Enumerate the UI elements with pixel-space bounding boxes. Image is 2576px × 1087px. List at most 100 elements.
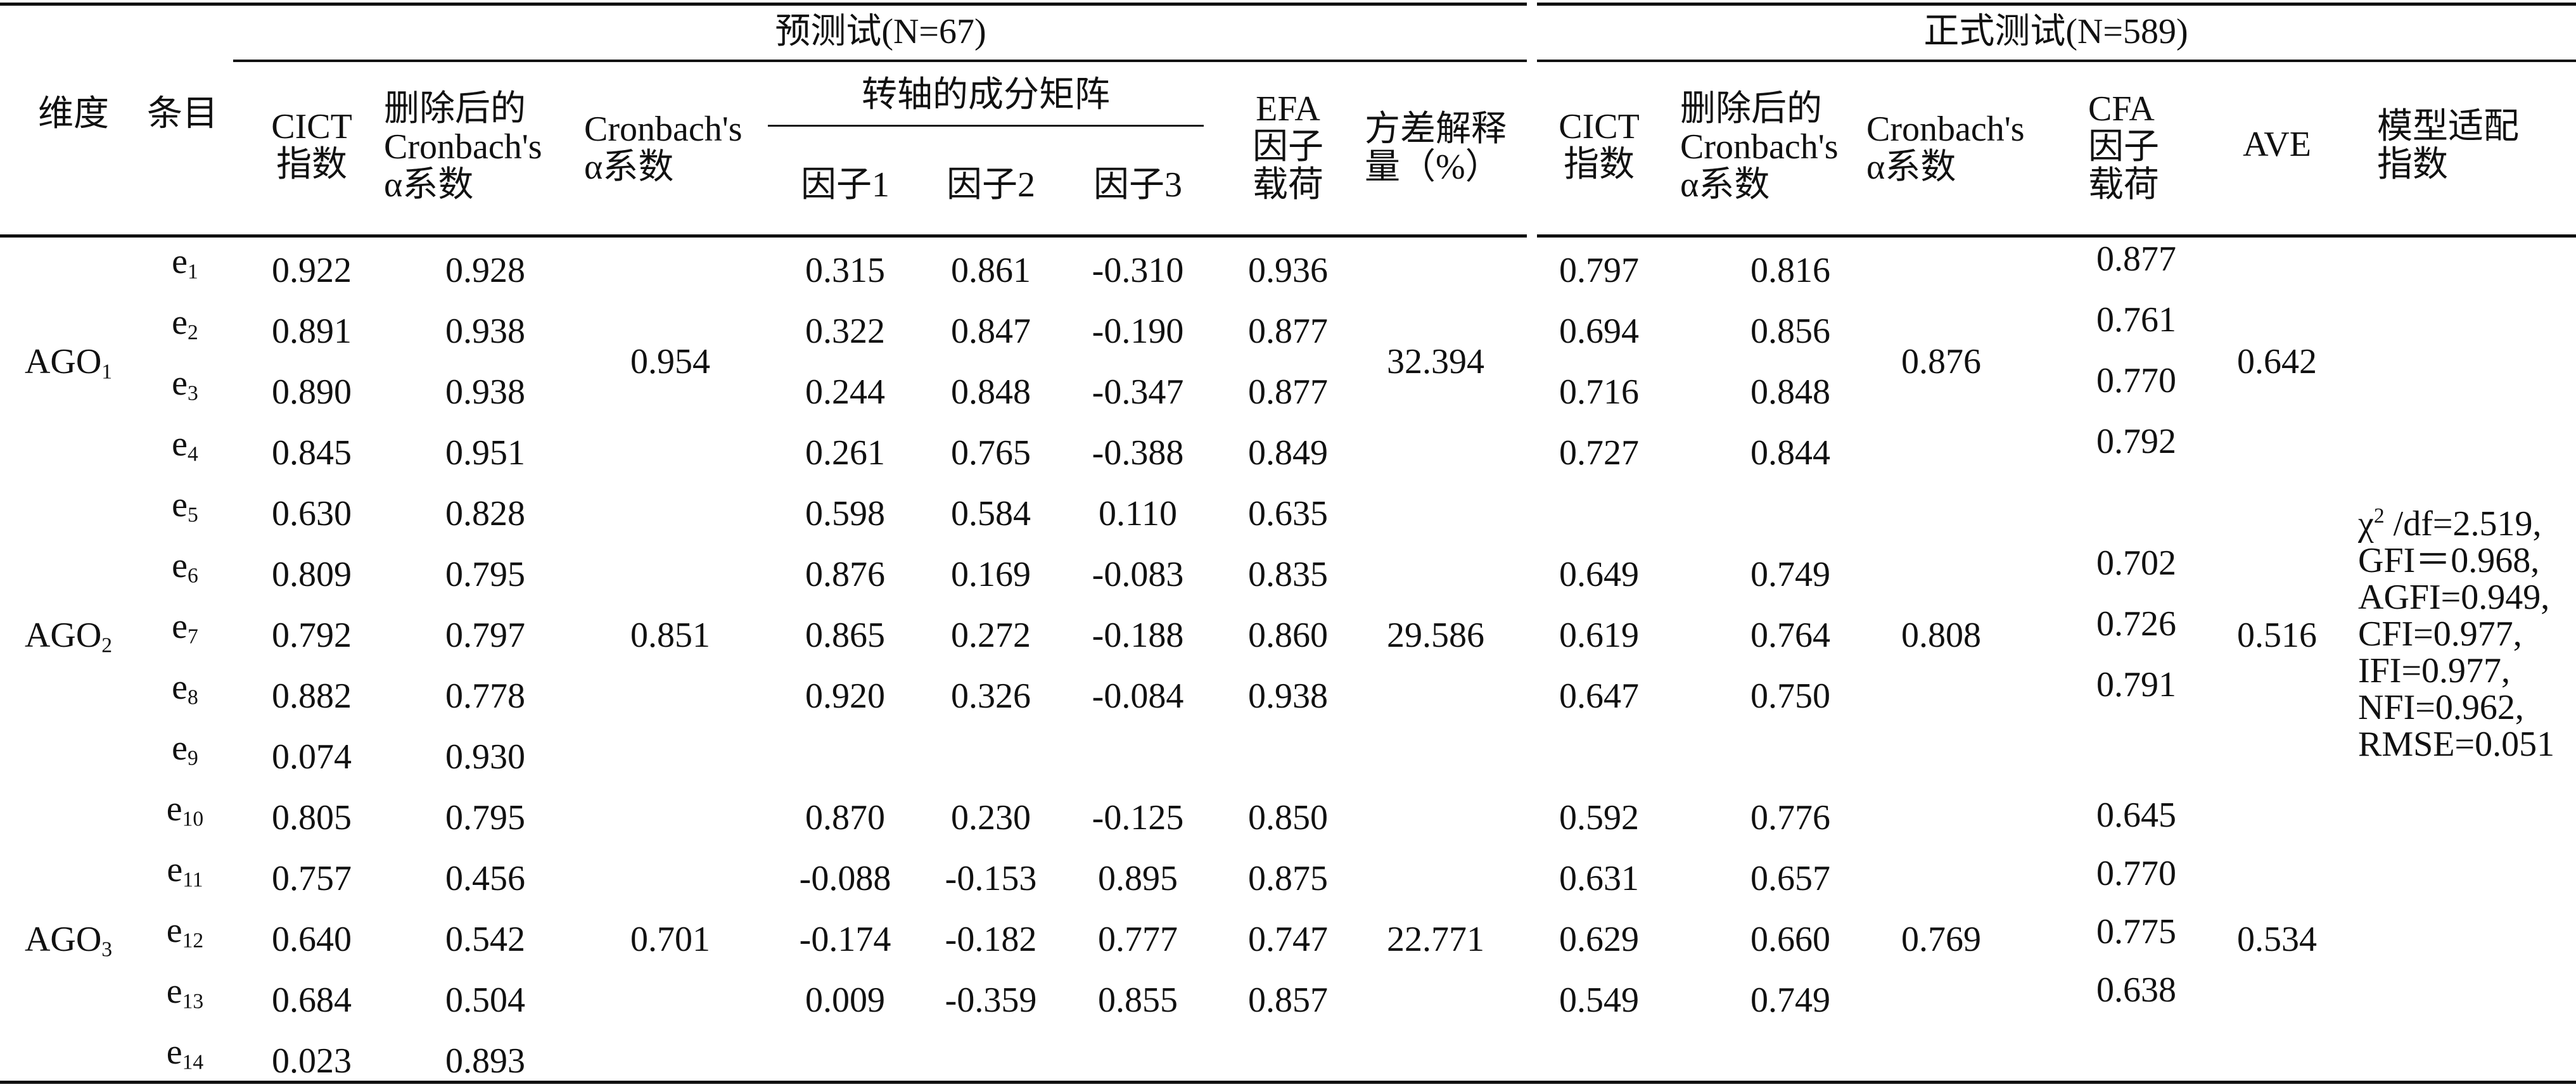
cell-cict: 0.023 bbox=[272, 1041, 352, 1081]
dimension-subscript: 2 bbox=[101, 633, 113, 658]
item-subscript: 2 bbox=[188, 321, 198, 345]
cell-f2: -0.182 bbox=[945, 920, 1037, 959]
item-letter: e bbox=[172, 485, 188, 524]
group-rule-right bbox=[1537, 60, 2576, 62]
cell-f1: 0.598 bbox=[805, 494, 885, 533]
item-subscript: 8 bbox=[188, 685, 198, 709]
cell-del: 0.928 bbox=[445, 251, 525, 290]
header-bottom-rule-right bbox=[1537, 234, 2576, 238]
cell-f2: -0.153 bbox=[945, 859, 1037, 898]
cell-del_f: 0.844 bbox=[1750, 433, 1830, 473]
cell-del_f: 0.657 bbox=[1750, 859, 1830, 898]
cell-f2: 0.230 bbox=[951, 798, 1031, 837]
group-rule-left bbox=[233, 60, 1527, 62]
fit-line: IFI=0.977, bbox=[2358, 651, 2511, 690]
item-subscript: 5 bbox=[188, 503, 198, 527]
header-cronbach-alpha-formal: Cronbach's α系数 bbox=[1866, 110, 2025, 187]
cell-efa: 0.877 bbox=[1248, 312, 1328, 351]
header-factor2: 因子2 bbox=[947, 165, 1035, 205]
dimension-subscript: 1 bbox=[101, 360, 113, 384]
dimension-ave: 0.516 bbox=[2237, 616, 2317, 655]
header-efa-loading: EFA 因子 载荷 bbox=[1253, 89, 1323, 205]
fit-chi-square: χ2 /df=2.519, bbox=[2358, 504, 2542, 544]
item-label: e1 bbox=[172, 241, 198, 283]
cell-f1: 0.870 bbox=[805, 798, 885, 837]
item-subscript: 10 bbox=[182, 807, 204, 831]
item-subscript: 3 bbox=[188, 381, 198, 405]
item-label: e4 bbox=[172, 424, 198, 465]
cell-f3: -0.188 bbox=[1092, 616, 1184, 655]
header-dimension: 维度 bbox=[38, 94, 109, 134]
dimension-variance: 22.771 bbox=[1387, 920, 1484, 959]
header-cronbach-alpha: Cronbach's α系数 bbox=[584, 110, 743, 187]
cell-efa: 0.635 bbox=[1248, 494, 1328, 533]
cell-f2: 0.272 bbox=[951, 616, 1031, 655]
header-deleted-alpha-formal: 删除后的 Cronbach's α系数 bbox=[1680, 89, 1839, 205]
cell-efa: 0.877 bbox=[1248, 372, 1328, 412]
dimension-alpha: 0.954 bbox=[630, 342, 710, 381]
cell-f3: -0.083 bbox=[1092, 555, 1184, 594]
top-rule-right bbox=[1537, 3, 2576, 6]
item-letter: e bbox=[166, 972, 182, 1011]
cell-del_f: 0.856 bbox=[1750, 312, 1830, 351]
fit-line: CFI=0.977, bbox=[2358, 614, 2522, 654]
cell-del: 0.542 bbox=[445, 920, 525, 959]
cell-del_f: 0.750 bbox=[1750, 677, 1830, 716]
dimension-variance: 32.394 bbox=[1387, 342, 1484, 381]
header-factor1: 因子1 bbox=[801, 165, 889, 205]
item-letter: e bbox=[172, 364, 188, 403]
cell-cict_f: 0.631 bbox=[1559, 859, 1639, 898]
cell-efa: 0.850 bbox=[1248, 798, 1328, 837]
cfa-loading-value: 0.770 bbox=[2096, 361, 2176, 400]
cell-del_f: 0.749 bbox=[1750, 981, 1830, 1020]
item-label: e13 bbox=[167, 971, 203, 1012]
cell-f1: 0.261 bbox=[805, 433, 885, 473]
item-subscript: 7 bbox=[188, 625, 198, 649]
cell-cict: 0.792 bbox=[272, 616, 352, 655]
cell-cict_f: 0.647 bbox=[1559, 677, 1639, 716]
cell-f1: 0.876 bbox=[805, 555, 885, 594]
cell-f2: 0.861 bbox=[951, 251, 1031, 290]
cell-cict_f: 0.649 bbox=[1559, 555, 1639, 594]
cfa-loading-value: 0.726 bbox=[2096, 604, 2176, 644]
item-letter: e bbox=[172, 424, 188, 464]
cell-cict_f: 0.797 bbox=[1559, 251, 1639, 290]
cfa-loading-value: 0.638 bbox=[2096, 970, 2176, 1010]
header-factor3: 因子3 bbox=[1094, 165, 1182, 205]
item-label: e2 bbox=[172, 302, 198, 343]
dimension-variance: 29.586 bbox=[1387, 616, 1484, 655]
dimension-alpha: 0.701 bbox=[630, 920, 710, 959]
cell-f2: 0.326 bbox=[951, 677, 1031, 716]
model-fit-block: χ2 /df=2.519, GFI＝0.968, AGFI=0.949, CFI… bbox=[2358, 505, 2554, 763]
fit-line: GFI＝0.968, bbox=[2358, 541, 2540, 580]
item-letter: e bbox=[172, 607, 188, 646]
cell-f3: 0.777 bbox=[1098, 920, 1178, 959]
cfa-loading-value: 0.761 bbox=[2096, 300, 2176, 340]
cell-f1: 0.009 bbox=[805, 981, 885, 1020]
cell-del_f: 0.776 bbox=[1750, 798, 1830, 837]
dimension-name: AGO bbox=[24, 342, 102, 381]
cell-f1: -0.174 bbox=[799, 920, 891, 959]
item-label: e10 bbox=[167, 789, 204, 831]
cell-del: 0.797 bbox=[445, 616, 525, 655]
item-letter: e bbox=[172, 728, 188, 768]
item-subscript: 12 bbox=[182, 929, 204, 953]
cell-efa: 0.835 bbox=[1248, 555, 1328, 594]
cell-cict: 0.757 bbox=[272, 859, 352, 898]
cell-cict: 0.640 bbox=[272, 920, 352, 959]
cell-efa: 0.875 bbox=[1248, 859, 1328, 898]
cell-cict_f: 0.549 bbox=[1559, 981, 1639, 1020]
item-letter: e bbox=[172, 242, 188, 281]
cell-f1: 0.920 bbox=[805, 677, 885, 716]
group-header-pretest: 预测试(N=67) bbox=[775, 12, 986, 51]
cell-f3: -0.310 bbox=[1092, 251, 1184, 290]
header-ave: AVE bbox=[2243, 125, 2311, 164]
cell-cict_f: 0.629 bbox=[1559, 920, 1639, 959]
cell-del: 0.893 bbox=[445, 1041, 525, 1081]
cell-f1: 0.244 bbox=[805, 372, 885, 412]
item-label: e11 bbox=[167, 849, 203, 891]
dimension-label: AGO1 bbox=[24, 341, 113, 384]
cell-del: 0.930 bbox=[445, 737, 525, 777]
rotated-matrix-header: 转轴的成分矩阵 bbox=[862, 75, 1110, 115]
